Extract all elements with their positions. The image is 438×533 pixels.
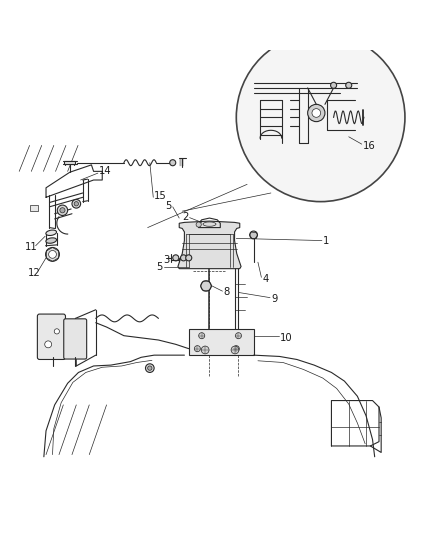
FancyBboxPatch shape xyxy=(37,314,66,359)
Text: 15: 15 xyxy=(154,191,167,201)
Text: 14: 14 xyxy=(99,166,111,176)
Circle shape xyxy=(148,366,152,370)
Text: 3: 3 xyxy=(163,255,169,265)
Text: 5: 5 xyxy=(165,201,171,211)
Circle shape xyxy=(57,205,67,215)
Circle shape xyxy=(196,222,201,227)
Circle shape xyxy=(45,341,52,348)
Circle shape xyxy=(54,329,60,334)
Circle shape xyxy=(194,345,201,352)
Circle shape xyxy=(231,346,239,354)
FancyBboxPatch shape xyxy=(64,319,87,359)
Text: 2: 2 xyxy=(182,212,189,222)
Text: 9: 9 xyxy=(271,294,277,304)
Circle shape xyxy=(74,201,78,206)
FancyBboxPatch shape xyxy=(189,329,254,355)
Circle shape xyxy=(312,109,321,117)
Ellipse shape xyxy=(46,230,57,236)
Circle shape xyxy=(331,82,337,88)
Text: 8: 8 xyxy=(223,287,230,297)
FancyBboxPatch shape xyxy=(30,205,38,211)
Polygon shape xyxy=(178,221,241,269)
Circle shape xyxy=(60,208,65,213)
Text: 4: 4 xyxy=(262,273,268,284)
Circle shape xyxy=(201,281,211,291)
Circle shape xyxy=(173,255,179,261)
Circle shape xyxy=(72,199,81,208)
Circle shape xyxy=(201,346,209,354)
Ellipse shape xyxy=(46,238,57,243)
Circle shape xyxy=(236,333,241,338)
Circle shape xyxy=(186,255,192,261)
Ellipse shape xyxy=(203,222,216,227)
Circle shape xyxy=(199,333,205,338)
Circle shape xyxy=(250,231,258,239)
FancyBboxPatch shape xyxy=(64,161,74,165)
Text: 10: 10 xyxy=(279,333,292,343)
Text: 1: 1 xyxy=(323,236,329,246)
Circle shape xyxy=(49,251,57,259)
Text: 12: 12 xyxy=(28,268,41,278)
Text: 16: 16 xyxy=(363,141,375,151)
Circle shape xyxy=(346,82,352,88)
Circle shape xyxy=(46,247,60,261)
Circle shape xyxy=(145,364,154,373)
Circle shape xyxy=(307,104,325,122)
Circle shape xyxy=(236,33,405,201)
Circle shape xyxy=(233,345,239,352)
Circle shape xyxy=(170,160,176,166)
Text: 5: 5 xyxy=(156,262,162,271)
Text: 11: 11 xyxy=(25,242,37,252)
Circle shape xyxy=(180,255,187,261)
